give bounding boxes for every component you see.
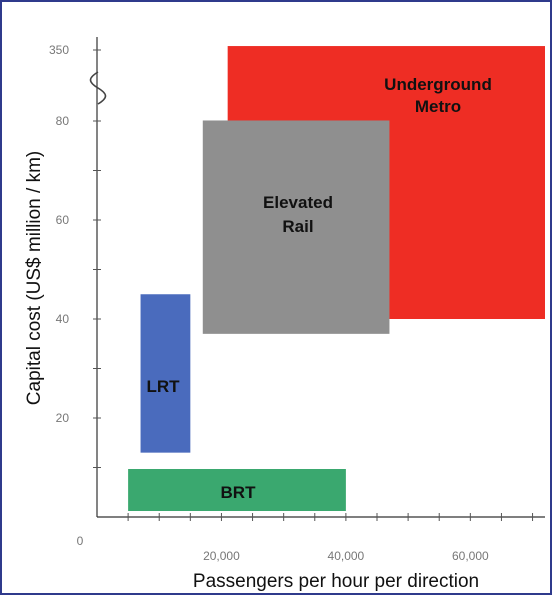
region-label-underground-metro: Underground Metro bbox=[384, 75, 492, 116]
chart-regions bbox=[128, 46, 545, 511]
y-axis-title: Capital cost (US$ million / km) bbox=[24, 151, 45, 405]
region-label-elevated-rail: Elevated Rail bbox=[263, 193, 333, 236]
y-tick-label-40: 40 bbox=[56, 312, 70, 326]
chart-axes: 20 40 60 80 350 0 20,000 40,000 60,000 Passengers… bbox=[24, 37, 545, 592]
x-axis-title: Passengers per hour per direction bbox=[193, 571, 479, 592]
y-axis-break-icon bbox=[89, 71, 107, 105]
region-elevated-rail bbox=[202, 120, 390, 334]
region-brt bbox=[128, 469, 346, 511]
x-tick-label-0: 0 bbox=[77, 534, 84, 548]
x-tick-label-40000: 40,000 bbox=[328, 549, 365, 563]
y-tick-label-80: 80 bbox=[56, 114, 70, 128]
y-tick-label-60: 60 bbox=[56, 213, 70, 227]
x-tick-label-60000: 60,000 bbox=[452, 549, 489, 563]
y-tick-label-20: 20 bbox=[56, 411, 70, 425]
x-tick-label-20000: 20,000 bbox=[203, 549, 240, 563]
region-lrt bbox=[140, 294, 191, 453]
region-label-lrt: LRT bbox=[146, 377, 180, 396]
region-label-brt: BRT bbox=[221, 483, 257, 502]
y-tick-label-350: 350 bbox=[49, 43, 69, 57]
chart-labels: Underground Metro Elevated Rail LRT BRT bbox=[146, 75, 491, 502]
